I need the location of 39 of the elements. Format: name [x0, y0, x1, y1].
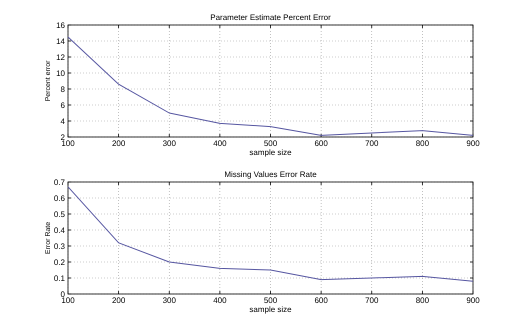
y-tick-label: 0.4 [54, 226, 66, 235]
y-tick-label: 0.7 [54, 178, 66, 187]
y-tick-label: 10 [56, 69, 66, 78]
y-tick-label: 16 [56, 21, 66, 30]
x-axis-title: sample size [249, 305, 292, 314]
x-tick-label: 100 [61, 139, 76, 148]
chart-title: Parameter Estimate Percent Error [210, 13, 332, 22]
y-tick-label: 0.6 [54, 194, 66, 203]
x-tick-label: 600 [314, 296, 328, 305]
x-tick-label: 200 [112, 139, 126, 148]
line-series [68, 186, 474, 282]
x-tick-label: 300 [162, 296, 176, 305]
y-tick-label: 0.3 [54, 242, 66, 251]
y-tick-label: 2 [60, 133, 66, 142]
x-tick-label: 600 [314, 139, 328, 148]
x-tick-label: 500 [264, 139, 278, 148]
x-tick-label: 400 [213, 296, 228, 305]
x-axis-title: sample size [249, 148, 292, 157]
x-tick-label: 400 [213, 139, 228, 148]
y-tick-label: 12 [56, 53, 66, 62]
y-tick-label: 4 [60, 117, 66, 126]
x-tick-label: 100 [61, 296, 76, 305]
y-tick-label: 6 [60, 101, 66, 110]
y-tick-label: 0.2 [54, 258, 66, 267]
x-tick-label: 200 [112, 296, 126, 305]
x-tick-label: 900 [466, 296, 480, 305]
x-tick-label: 300 [162, 139, 176, 148]
x-tick-label: 500 [264, 296, 278, 305]
x-tick-label: 700 [365, 139, 379, 148]
y-tick-label: 8 [60, 85, 66, 94]
x-tick-label: 800 [416, 139, 430, 148]
x-tick-label: 800 [416, 296, 430, 305]
y-tick-label: 0.5 [54, 210, 66, 219]
y-tick-label: 0 [60, 290, 66, 299]
y-tick-label: 14 [56, 37, 66, 46]
x-tick-label: 900 [466, 139, 480, 148]
chart-title: Missing Values Error Rate [224, 170, 318, 179]
y-tick-label: 0.1 [54, 274, 66, 283]
x-tick-label: 700 [365, 296, 379, 305]
